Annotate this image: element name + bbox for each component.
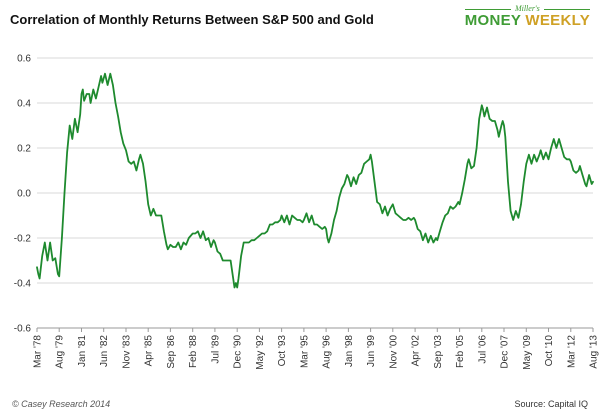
svg-text:Nov '83: Nov '83	[122, 335, 133, 369]
svg-text:0.2: 0.2	[17, 144, 31, 155]
svg-text:May '09: May '09	[522, 335, 533, 370]
svg-text:Sep '03: Sep '03	[433, 335, 444, 369]
logo-weekly: WEEKLY	[525, 12, 590, 30]
svg-text:Apr '85: Apr '85	[144, 335, 155, 367]
svg-text:Mar '78: Mar '78	[33, 335, 44, 368]
svg-text:Mar '12: Mar '12	[566, 335, 577, 368]
svg-text:-0.4: -0.4	[14, 279, 32, 290]
copyright-text: © Casey Research 2014	[12, 399, 111, 409]
brand-logo: Miller's MONEY WEEKLY	[465, 4, 590, 29]
svg-text:-0.6: -0.6	[14, 324, 32, 335]
header: Correlation of Monthly Returns Between S…	[0, 0, 600, 42]
svg-text:Jun '82: Jun '82	[99, 335, 110, 367]
svg-text:Oct '93: Oct '93	[277, 335, 288, 367]
svg-text:Jul '06: Jul '06	[477, 335, 488, 364]
logo-money: MONEY	[464, 12, 521, 30]
footer: © Casey Research 2014 Source: Capital IQ	[0, 399, 600, 409]
svg-text:Mar '95: Mar '95	[299, 335, 310, 368]
svg-text:0.4: 0.4	[17, 99, 31, 110]
svg-text:Oct '10: Oct '10	[544, 335, 555, 367]
svg-text:Aug '96: Aug '96	[322, 335, 333, 369]
svg-text:Aug '13: Aug '13	[589, 335, 600, 369]
svg-text:Dec '90: Dec '90	[233, 335, 244, 369]
logo-tagline: Miller's	[465, 4, 590, 13]
source-text: Source: Capital IQ	[514, 399, 588, 409]
svg-text:Feb '05: Feb '05	[455, 335, 466, 368]
logo-wordmark: MONEY WEEKLY	[465, 13, 590, 29]
svg-text:Aug '79: Aug '79	[55, 335, 66, 369]
svg-text:-0.2: -0.2	[14, 234, 32, 245]
svg-text:Jan '81: Jan '81	[77, 335, 88, 367]
svg-text:May '92: May '92	[255, 335, 266, 370]
svg-text:Jun '99: Jun '99	[366, 335, 377, 367]
svg-text:Feb '88: Feb '88	[188, 335, 199, 368]
svg-text:Jul '89: Jul '89	[210, 335, 221, 364]
logo-millers-text: Miller's	[514, 4, 540, 13]
svg-text:Jan '98: Jan '98	[344, 335, 355, 367]
correlation-chart: 0.6 0.4 0.2 0.0 -0.2 -0.4 -0.6 Mar '78 Aug '79 Ja…	[0, 44, 600, 390]
svg-text:Apr '02: Apr '02	[411, 335, 422, 367]
svg-text:Sep '86: Sep '86	[166, 335, 177, 369]
page-title: Correlation of Monthly Returns Between S…	[10, 12, 374, 27]
svg-text:Nov '00: Nov '00	[388, 335, 399, 369]
svg-text:0.6: 0.6	[17, 54, 31, 65]
svg-text:Dec '07: Dec '07	[500, 335, 511, 369]
svg-text:0.0: 0.0	[17, 189, 31, 200]
